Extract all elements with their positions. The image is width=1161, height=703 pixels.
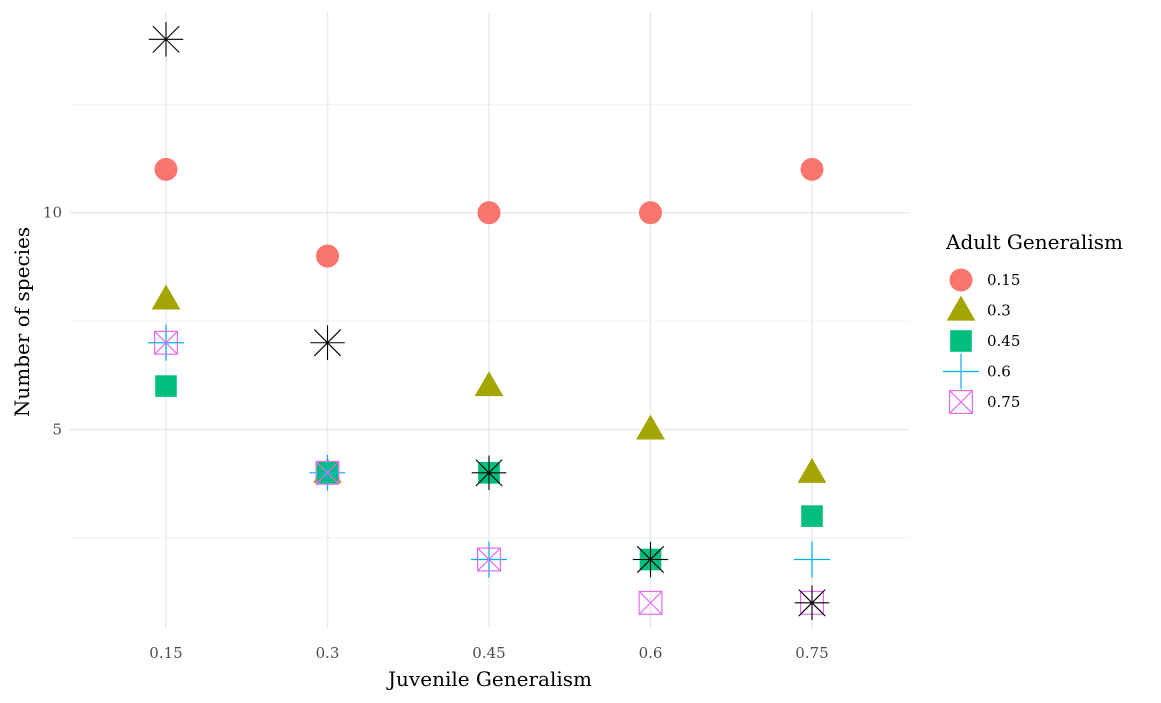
data-point [794, 541, 830, 578]
legend-item: 0.3 [946, 295, 1011, 321]
x-tick-label: 0.15 [149, 644, 182, 662]
data-point [638, 201, 663, 225]
marker-square [950, 330, 972, 352]
marker-triangle [474, 371, 504, 397]
marker-circle [154, 157, 178, 181]
marker-square-diag [154, 330, 178, 355]
marker-asterisk-stroke [313, 329, 342, 357]
marker-circle [315, 244, 340, 268]
y-tick-label: 10 [43, 204, 62, 222]
data-point [638, 590, 663, 615]
marker-square-outline [315, 460, 340, 485]
x-tick-label: 0.45 [472, 644, 505, 662]
marker-square [155, 375, 177, 397]
marker-circle [477, 201, 501, 225]
data-point [155, 375, 177, 397]
x-axis-title: Juvenile Generalism [386, 667, 592, 691]
marker-square-diag [949, 390, 973, 414]
y-axis-ticks: 5 10 [43, 204, 62, 439]
marker-triangle [797, 457, 827, 483]
data-point [474, 371, 504, 397]
data-point [154, 157, 178, 181]
data-point [797, 457, 827, 483]
grid-lines [70, 12, 910, 628]
marker-square-diag [638, 591, 663, 615]
marker-asterisk-stroke [152, 25, 180, 53]
marker-square-outline [638, 590, 663, 615]
data-point [477, 547, 502, 572]
data-point [151, 284, 181, 310]
x-tick-label: 0.6 [639, 644, 663, 662]
x-tick-label: 0.3 [316, 644, 340, 662]
marker-asterisk-stroke [636, 545, 665, 574]
marker-square [801, 505, 823, 527]
marker-square-diag [315, 460, 340, 485]
data-point [315, 244, 340, 268]
marker-triangle [636, 414, 665, 440]
y-tick-label: 5 [52, 420, 62, 438]
data-point [148, 22, 184, 57]
marker-asterisk-stroke [475, 459, 503, 487]
legend-label: 0.15 [987, 271, 1020, 289]
marker-circle [949, 268, 973, 292]
legend-item: 0.75 [948, 390, 1020, 415]
marker-square-outline [948, 390, 973, 415]
data-point [471, 455, 507, 491]
marker-square-diag [477, 547, 501, 572]
data-point [477, 201, 501, 225]
legend-item: 0.6 [943, 353, 1011, 390]
data-point [794, 585, 830, 621]
data-point [154, 330, 179, 355]
data-point [310, 325, 345, 361]
legend-item: 0.45 [950, 330, 1020, 352]
data-point [633, 542, 668, 577]
marker-square-outline [154, 330, 179, 355]
x-tick-label: 0.75 [795, 644, 828, 662]
marker-circle [638, 201, 663, 225]
legend: Adult Generalism 0.15 0.3 0.45 0.6 0.75 [943, 230, 1123, 415]
legend-label: 0.75 [987, 393, 1020, 411]
legend-items: 0.15 0.3 0.45 0.6 0.75 [943, 268, 1020, 415]
data-point [800, 157, 824, 181]
legend-label: 0.3 [987, 302, 1011, 320]
data-point [315, 460, 340, 485]
y-axis-title: Number of species [10, 227, 34, 417]
marker-circle [800, 157, 824, 181]
data-point [801, 505, 823, 527]
legend-title: Adult Generalism [945, 230, 1123, 254]
marker-triangle [151, 284, 181, 310]
x-axis-ticks: 0.15 0.3 0.45 0.6 0.75 [149, 644, 828, 662]
data-point [636, 414, 665, 440]
data-points [148, 22, 830, 621]
legend-label: 0.45 [987, 332, 1020, 350]
marker-triangle [946, 295, 976, 321]
marker-asterisk-stroke [798, 589, 826, 617]
marker-square-outline [477, 547, 502, 572]
legend-label: 0.6 [987, 363, 1011, 381]
legend-item: 0.15 [949, 268, 1020, 292]
